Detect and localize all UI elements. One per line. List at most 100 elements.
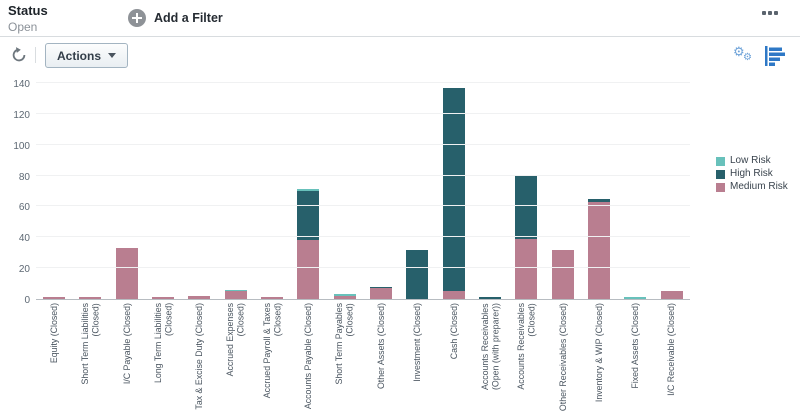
y-axis-tick-label: 80 <box>18 171 30 183</box>
bar-slot <box>436 84 472 299</box>
gears-icon: ⚙ <box>733 44 745 59</box>
bar-segment-medium-risk[interactable] <box>115 248 138 299</box>
stacked-bar[interactable] <box>624 297 647 299</box>
bar-slot <box>654 84 690 299</box>
legend-item-medium-risk[interactable]: Medium Risk <box>716 181 788 193</box>
bar-segment-low-risk[interactable] <box>333 294 356 296</box>
x-axis-label: Accrued Payroll & Taxes (Closed) <box>261 303 283 399</box>
horizontal-bar-chart-icon <box>765 46 785 66</box>
x-axis-labels: Equity (Closed) Short Term Liabilities (C… <box>36 303 690 416</box>
ellipsis-menu-icon[interactable] <box>762 11 778 15</box>
x-axis-label: Accounts Payable (Closed) <box>303 303 314 410</box>
bar-slot <box>145 84 181 299</box>
bar-segment-high-risk[interactable] <box>370 286 393 289</box>
add-filter-label: Add a Filter <box>154 11 223 25</box>
bar-segment-low-risk[interactable] <box>224 289 247 292</box>
gridline <box>36 82 690 83</box>
bar-segment-medium-risk[interactable] <box>588 201 611 299</box>
legend-swatch <box>716 182 725 192</box>
stacked-bar[interactable] <box>406 249 429 299</box>
legend-item-low-risk[interactable]: Low Risk <box>716 155 788 167</box>
stacked-bar[interactable] <box>297 189 320 299</box>
bar-segment-medium-risk[interactable] <box>551 249 574 299</box>
x-axis-label-slot: Fixed Assets (Closed) <box>617 303 653 416</box>
x-axis-label-slot: Long Term Liabilities (Closed) <box>145 303 181 416</box>
bar-segment-medium-risk[interactable] <box>515 238 538 299</box>
y-axis-tick-label: 60 <box>18 202 30 214</box>
plus-circle-icon <box>128 9 146 27</box>
bar-series-container <box>36 84 690 299</box>
bar-segment-medium-risk[interactable] <box>442 291 465 299</box>
x-axis-label: Other Receivables (Closed) <box>557 303 568 412</box>
stacked-bar[interactable] <box>188 295 211 299</box>
stacked-bar[interactable] <box>588 198 611 299</box>
chart-type-button[interactable] <box>762 44 786 68</box>
bar-slot <box>617 84 653 299</box>
x-axis-label: Tax & Excise Duty (Closed) <box>194 303 205 410</box>
stacked-bar[interactable] <box>515 175 538 299</box>
bar-segment-low-risk[interactable] <box>297 189 320 192</box>
stacked-bar[interactable] <box>224 289 247 299</box>
bar-segment-medium-risk[interactable] <box>660 291 683 299</box>
x-axis-label-slot: Equity (Closed) <box>36 303 72 416</box>
bar-segment-high-risk[interactable] <box>479 297 502 299</box>
bar-segment-medium-risk[interactable] <box>224 291 247 299</box>
stacked-bar[interactable] <box>551 249 574 299</box>
actions-menu-button[interactable]: Actions <box>45 43 129 68</box>
bar-segment-medium-risk[interactable] <box>333 295 356 299</box>
gridline <box>36 174 690 176</box>
bar-slot <box>472 84 508 299</box>
bar-segment-medium-risk[interactable] <box>79 297 102 299</box>
legend-label: High Risk <box>730 168 773 179</box>
stacked-bar[interactable] <box>333 294 356 299</box>
toolbar: Actions <box>0 38 800 72</box>
bar-slot <box>327 84 363 299</box>
add-filter-button[interactable]: Add a Filter <box>128 9 223 27</box>
bar-segment-medium-risk[interactable] <box>152 297 175 299</box>
status-filter-value: Open <box>8 20 38 34</box>
bar-segment-medium-risk[interactable] <box>261 297 284 299</box>
chart-legend: Low Risk High Risk Medium Risk <box>716 155 788 193</box>
stacked-bar[interactable] <box>660 291 683 299</box>
bar-segment-medium-risk[interactable] <box>297 240 320 299</box>
stacked-bar[interactable] <box>115 248 138 299</box>
bar-chart-plot-area <box>36 82 690 300</box>
bar-segment-high-risk[interactable] <box>588 198 611 202</box>
bar-segment-medium-risk[interactable] <box>43 297 66 299</box>
bar-segment-medium-risk[interactable] <box>370 288 393 299</box>
bar-slot <box>181 84 217 299</box>
refresh-button[interactable] <box>10 46 28 64</box>
bar-slot <box>72 84 108 299</box>
bar-slot <box>545 84 581 299</box>
bar-segment-medium-risk[interactable] <box>188 295 211 299</box>
bar-segment-high-risk[interactable] <box>406 249 429 299</box>
x-axis-label: Investment (Closed) <box>412 303 423 382</box>
chevron-down-icon <box>108 53 117 58</box>
x-axis-label-slot: Accounts Payable (Closed) <box>290 303 326 416</box>
x-axis-label-slot: I/C Receivable (Closed) <box>654 303 690 416</box>
stacked-bar[interactable] <box>370 286 393 299</box>
chart-settings-button[interactable]: ⚙ ⚙ <box>732 44 756 68</box>
legend-label: Low Risk <box>730 155 771 166</box>
bar-segment-low-risk[interactable] <box>624 297 647 299</box>
refresh-icon <box>12 47 26 62</box>
x-axis-label: Accrued Expenses (Closed) <box>225 303 246 377</box>
x-axis-label-slot: I/C Payable (Closed) <box>109 303 145 416</box>
x-axis-label: I/C Payable (Closed) <box>121 303 132 385</box>
legend-label: Medium Risk <box>730 181 788 192</box>
x-axis-label: Inventory & WIP (Closed) <box>593 303 604 403</box>
bar-segment-high-risk[interactable] <box>515 175 538 239</box>
stacked-bar[interactable] <box>261 297 284 299</box>
y-axis-tick-label: 100 <box>13 140 30 152</box>
x-axis-label: I/C Receivable (Closed) <box>666 303 677 396</box>
stacked-bar[interactable] <box>152 297 175 299</box>
legend-item-high-risk[interactable]: High Risk <box>716 168 788 180</box>
stacked-bar[interactable] <box>442 87 465 299</box>
bar-slot <box>254 84 290 299</box>
bar-segment-high-risk[interactable] <box>442 87 465 292</box>
stacked-bar[interactable] <box>479 297 502 299</box>
stacked-bar[interactable] <box>43 297 66 299</box>
x-axis-label: Fixed Assets (Closed) <box>630 303 641 389</box>
bar-segment-high-risk[interactable] <box>297 191 320 241</box>
stacked-bar[interactable] <box>79 297 102 299</box>
